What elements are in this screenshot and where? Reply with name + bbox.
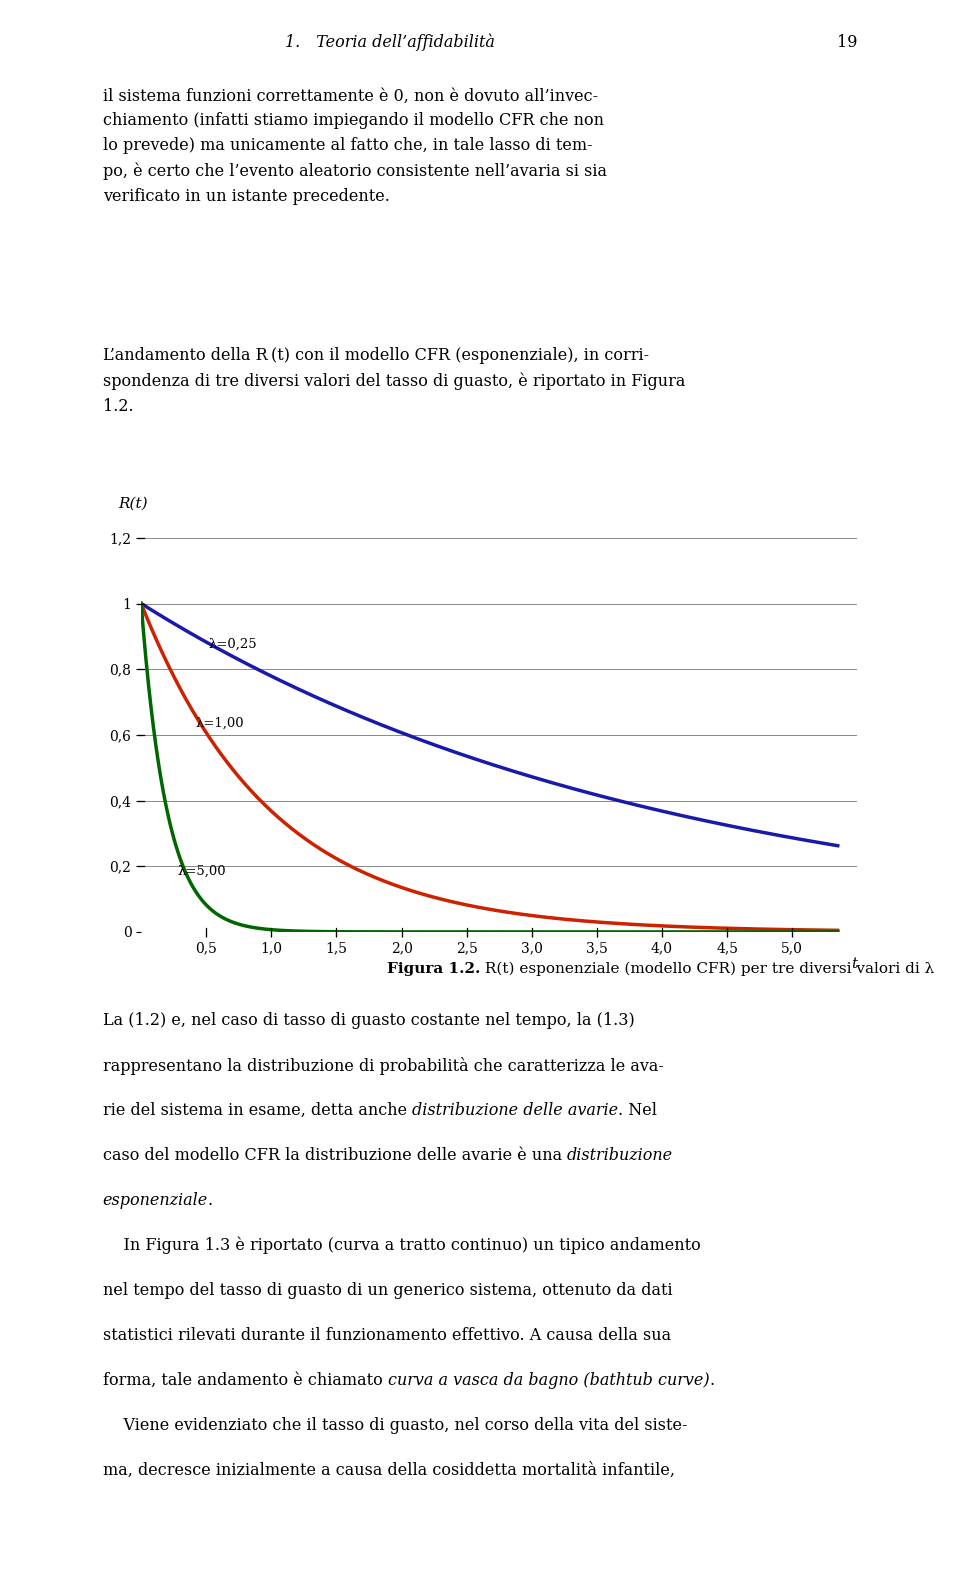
Text: distribuzione: distribuzione: [567, 1147, 673, 1164]
Text: forma, tale andamento è chiamato: forma, tale andamento è chiamato: [103, 1372, 388, 1389]
Text: . Nel: . Nel: [618, 1102, 657, 1118]
Text: ma, decresce inizialmente a causa della cosiddetta mortalità infantile,: ma, decresce inizialmente a causa della …: [103, 1462, 675, 1480]
Text: il sistema funzioni correttamente è 0, non è dovuto all’invec-
chiamento (infatt: il sistema funzioni correttamente è 0, n…: [103, 88, 607, 204]
Text: rappresentano la distribuzione di probabilità che caratterizza le ava-: rappresentano la distribuzione di probab…: [103, 1056, 663, 1075]
Text: λ=0,25: λ=0,25: [209, 637, 257, 650]
Text: t: t: [852, 956, 857, 970]
Text: curva a vasca da bagno (bathtub curve): curva a vasca da bagno (bathtub curve): [388, 1372, 709, 1389]
Text: caso del modello CFR la distribuzione delle avarie è una: caso del modello CFR la distribuzione de…: [103, 1147, 567, 1164]
Text: 1. Teoria dell’affidabilità: 1. Teoria dell’affidabilità: [284, 33, 494, 51]
Text: λ=5,00: λ=5,00: [178, 865, 227, 878]
Text: R(t) esponenziale (modello CFR) per tre diversi valori di λ: R(t) esponenziale (modello CFR) per tre …: [480, 961, 934, 977]
Text: In Figura 1.3 è riportato (curva a tratto continuo) un tipico andamento: In Figura 1.3 è riportato (curva a tratt…: [103, 1236, 701, 1254]
Text: La (1.2) e, nel caso di tasso di guasto costante nel tempo, la (1.3): La (1.2) e, nel caso di tasso di guasto …: [103, 1012, 635, 1029]
Text: λ=1,00: λ=1,00: [196, 717, 245, 730]
Text: .: .: [208, 1192, 213, 1209]
Text: 19: 19: [837, 33, 857, 51]
Text: Figura 1.2.: Figura 1.2.: [387, 962, 480, 975]
Text: esponenziale: esponenziale: [103, 1192, 208, 1209]
Text: statistici rilevati durante il funzionamento effettivo. A causa della sua: statistici rilevati durante il funzionam…: [103, 1327, 671, 1344]
Text: distribuzione delle avarie: distribuzione delle avarie: [412, 1102, 618, 1118]
Text: L’andamento della R (t) con il modello CFR (esponenziale), in corri-
spondenza d: L’andamento della R (t) con il modello C…: [103, 347, 685, 414]
Text: R(t): R(t): [118, 497, 148, 510]
Text: rie del sistema in esame, detta anche: rie del sistema in esame, detta anche: [103, 1102, 412, 1118]
Text: Viene evidenziato che il tasso di guasto, nel corso della vita del siste-: Viene evidenziato che il tasso di guasto…: [103, 1418, 687, 1434]
Text: .: .: [709, 1372, 714, 1389]
Text: nel tempo del tasso di guasto di un generico sistema, ottenuto da dati: nel tempo del tasso di guasto di un gene…: [103, 1282, 672, 1298]
